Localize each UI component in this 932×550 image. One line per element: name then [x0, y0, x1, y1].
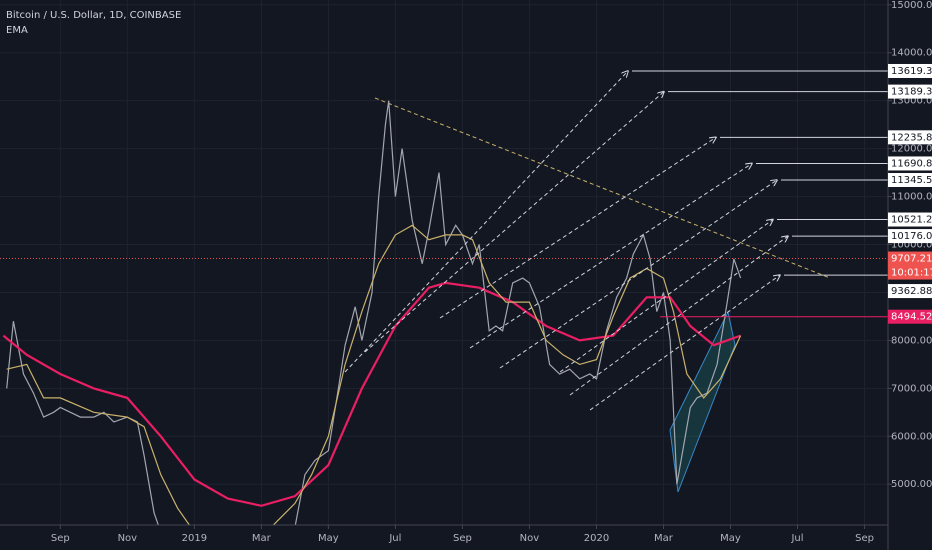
level-label: 10521.29 — [891, 215, 932, 226]
x-tick-label: Sep — [51, 533, 70, 544]
y-tick-label: 6000.00 — [891, 431, 932, 442]
x-tick-label: Nov — [520, 533, 540, 544]
x-tick-label: Jul — [388, 533, 401, 544]
x-tick-label: 2020 — [584, 533, 609, 544]
countdown-label: 10:01:17 — [891, 268, 932, 279]
x-tick-label: Sep — [453, 533, 472, 544]
y-tick-label: 12000.00 — [891, 144, 932, 155]
grid — [0, 0, 888, 525]
plot-area — [0, 71, 888, 525]
level-label: 10176.00 — [891, 231, 932, 242]
level-label: 11690.84 — [891, 158, 932, 169]
y-tick-label: 14000.00 — [891, 48, 932, 59]
y-tick-label: 13000.00 — [891, 96, 932, 107]
ema-label-box — [888, 309, 932, 324]
projection-arrow — [469, 163, 752, 349]
x-tick-label: Mar — [654, 533, 674, 544]
y-tick-label: 7000.00 — [891, 383, 932, 394]
level-label-box — [888, 284, 932, 299]
level-label-box — [888, 212, 932, 227]
x-tick-label: Sep — [855, 533, 874, 544]
projection-arrow — [364, 92, 664, 353]
y-tick-label: 8000.00 — [891, 335, 932, 346]
level-label-box — [888, 229, 932, 244]
x-tick-label: Nov — [118, 533, 138, 544]
level-label: 13619.39 — [891, 66, 932, 77]
level-label: 11345.55 — [891, 175, 932, 186]
projection-arrow — [589, 275, 780, 411]
x-tick-label: May — [720, 533, 741, 544]
chart-title: Bitcoin / U.S. Dollar, 1D, COINBASE — [6, 10, 181, 21]
axes: 5000.006000.007000.008000.009000.0010000… — [51, 0, 932, 544]
x-tick-label: Mar — [252, 533, 272, 544]
x-tick-label: Jul — [790, 533, 803, 544]
level-label-box — [888, 156, 932, 171]
ema-line — [2, 281, 741, 507]
level-label-box — [888, 63, 932, 78]
price-label: 9707.21 — [891, 254, 932, 265]
ema-label: 8494.52 — [891, 312, 932, 323]
x-tick-label: 2019 — [182, 533, 207, 544]
level-label: 9362.88 — [891, 286, 932, 297]
level-label: 13189.38 — [891, 87, 932, 98]
price-line — [6, 100, 742, 525]
projection-arrow — [439, 137, 716, 319]
y-tick-label: 5000.00 — [891, 479, 932, 490]
projection-arrow — [344, 71, 628, 373]
projection-arrow — [569, 236, 788, 396]
projection-arrow — [559, 220, 773, 373]
level-label-box — [888, 130, 932, 145]
y-tick-label: 11000.00 — [891, 192, 932, 203]
price-label-box — [888, 251, 932, 280]
trend-line — [374, 97, 831, 279]
level-label-box — [888, 84, 932, 99]
y-tick-label: 15000.00 — [891, 0, 932, 11]
x-tick-label: May — [318, 533, 339, 544]
y-tick-label: 10000.00 — [891, 240, 932, 251]
level-label: 12235.87 — [891, 132, 932, 143]
indicator-label: EMA — [6, 25, 28, 36]
level-label-box — [888, 173, 932, 188]
ema-line — [6, 224, 742, 525]
